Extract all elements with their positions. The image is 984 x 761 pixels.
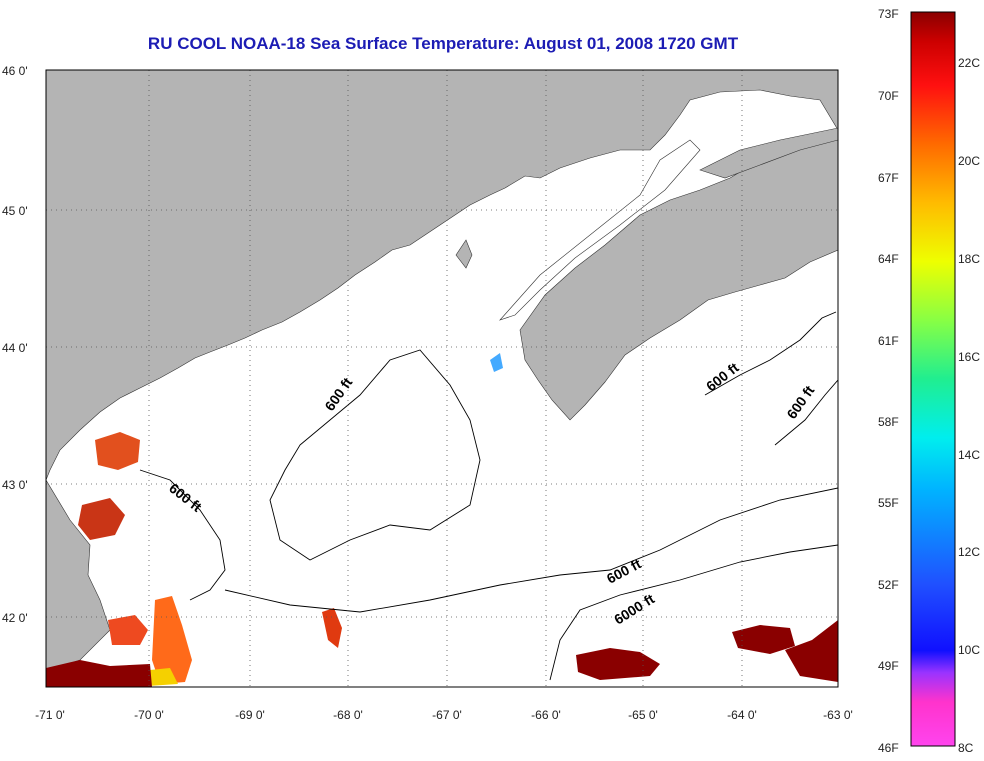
sst-patch-shelf-break-a <box>576 648 660 680</box>
lon-tick-label: -67 0' <box>432 708 462 722</box>
sst-patch-shelf-break-c <box>785 620 838 682</box>
colorbar-f-label: 55F <box>878 496 899 510</box>
lon-tick-label: -65 0' <box>628 708 658 722</box>
colorbar-c-label: 20C <box>958 154 980 168</box>
lon-tick-label: -68 0' <box>333 708 363 722</box>
lat-tick-label: 43 0' <box>2 478 28 492</box>
sst-patch-georges-small <box>322 608 342 648</box>
colorbar-f-label: 49F <box>878 659 899 673</box>
colorbar-c-label: 14C <box>958 448 980 462</box>
colorbar: 73F 70F 67F 64F 61F 58F 55F 52F 49F 46F … <box>878 7 980 755</box>
contour-600ft-shelf <box>224 487 838 613</box>
contour-600ft-west <box>139 469 226 601</box>
sst-patch-south-coast <box>46 660 152 687</box>
colorbar-f-label: 52F <box>878 578 899 592</box>
lat-tick-label: 45 0' <box>2 204 28 218</box>
contour-600ft-ns-far <box>774 379 838 446</box>
colorbar-f-label: 64F <box>878 252 899 266</box>
lon-tick-label: -63 0' <box>823 708 853 722</box>
colorbar-f-label: 73F <box>878 7 899 21</box>
lon-axis: -71 0' -70 0' -69 0' -68 0' -67 0' -66 0… <box>35 708 853 722</box>
cape-breton-land <box>699 127 838 179</box>
graticule <box>46 70 838 687</box>
sst-patch-cape-cod-bay <box>108 615 148 645</box>
lon-tick-label: -71 0' <box>35 708 65 722</box>
lat-tick-label: 44 0' <box>2 341 28 355</box>
sst-patch-shelf-break-b <box>732 625 795 654</box>
colorbar-c-label: 22C <box>958 56 980 70</box>
colorbar-f-label: 67F <box>878 171 899 185</box>
contour-600ft-ns-east <box>704 311 837 396</box>
map-title: RU COOL NOAA-18 Sea Surface Temperature:… <box>147 34 739 53</box>
lat-tick-label: 42 0' <box>2 611 28 625</box>
colorbar-f-label: 46F <box>878 741 899 755</box>
colorbar-c-label: 18C <box>958 252 980 266</box>
mainland-land <box>46 70 838 481</box>
colorbar-c-label: 10C <box>958 643 980 657</box>
bay-of-fundy <box>499 139 701 321</box>
map-frame <box>45 69 839 688</box>
nova-scotia-land <box>519 134 838 421</box>
lon-tick-label: -70 0' <box>134 708 164 722</box>
contour-6000ft <box>549 544 838 681</box>
sst-patch-gulf-maine-coast <box>95 432 140 470</box>
lat-axis: 46 0' 45 0' 44 0' 43 0' 42 0' <box>2 64 28 625</box>
contour-600ft-inner <box>269 349 481 561</box>
sst-patch-cape-ann <box>78 498 125 540</box>
colorbar-f-label: 70F <box>878 89 899 103</box>
colorbar-f-label: 61F <box>878 334 899 348</box>
sst-patch-cape-cod-east <box>152 596 192 684</box>
grand-manan-land <box>455 239 473 269</box>
lon-tick-label: -64 0' <box>727 708 757 722</box>
sst-patch-nantucket <box>148 668 178 686</box>
colorbar-c-label: 12C <box>958 545 980 559</box>
colorbar-f-label: 58F <box>878 415 899 429</box>
lat-tick-label: 46 0' <box>2 64 28 78</box>
lon-tick-label: -66 0' <box>531 708 561 722</box>
lon-tick-label: -69 0' <box>235 708 265 722</box>
colorbar-c-label: 16C <box>958 350 980 364</box>
sst-patch-cold-nova-scotia <box>490 353 503 372</box>
colorbar-c-label: 8C <box>958 741 974 755</box>
colorbar-scale <box>910 11 956 747</box>
